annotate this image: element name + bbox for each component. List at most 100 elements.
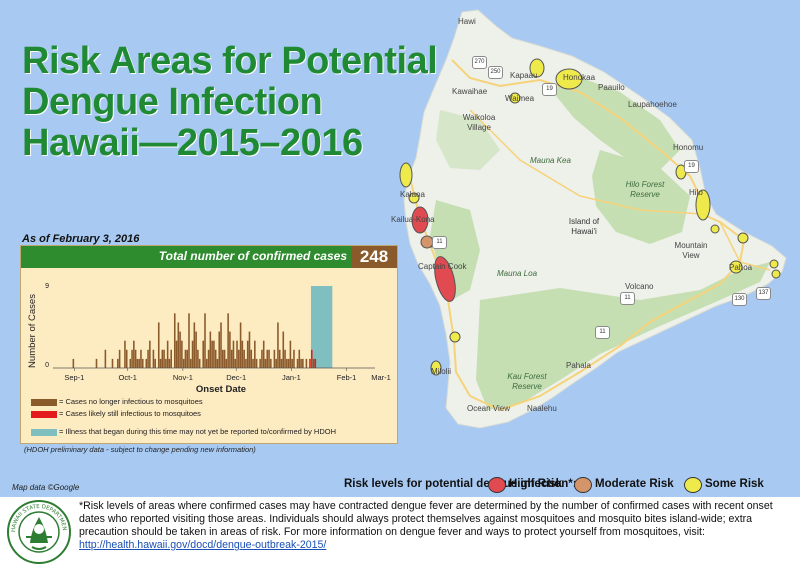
- y-tick-9: 9: [45, 283, 49, 290]
- bar-still-infectious: [310, 349, 313, 359]
- legend-swatch-red: [31, 411, 57, 418]
- place-hilo: Hilo: [689, 188, 703, 197]
- bar-no-longer-infectious: [243, 349, 245, 368]
- footnote: *Risk levels of areas where confirmed ca…: [79, 500, 795, 552]
- bar-no-longer-infectious: [198, 358, 201, 368]
- bar-no-longer-infectious: [193, 322, 196, 368]
- bar-no-longer-infectious: [72, 358, 75, 368]
- bar-no-longer-infectious: [170, 349, 172, 368]
- bar-no-longer-infectious: [250, 349, 253, 368]
- bar-no-longer-infectious: [296, 358, 299, 368]
- y-tick-0: 0: [45, 362, 49, 369]
- risk-area-hilo[interactable]: [695, 189, 711, 221]
- bar-no-longer-infectious: [147, 349, 149, 368]
- bar-no-longer-infectious: [95, 358, 98, 368]
- bar-no-longer-infectious: [211, 340, 213, 368]
- title-line-1: Risk Areas for Potential: [22, 40, 438, 82]
- bar-no-longer-infectious: [197, 349, 199, 368]
- bar-no-longer-infectious: [273, 349, 276, 368]
- bar-no-longer-infectious: [159, 358, 162, 368]
- bar-no-longer-infectious: [140, 349, 142, 368]
- bar-no-longer-infectious: [214, 349, 217, 368]
- route-shield-11-volcano: 11: [620, 292, 635, 305]
- bar-no-longer-infectious: [124, 340, 126, 368]
- x-tick-label: Oct-1: [119, 373, 137, 382]
- place-hawi: Hawi: [458, 17, 476, 26]
- risk-areas: [399, 58, 781, 376]
- high-risk-icon: [488, 477, 506, 493]
- dengue-info-link[interactable]: http://health.hawaii.gov/docd/dengue-out…: [79, 539, 327, 551]
- place-milolii: Milolii: [431, 367, 451, 376]
- place-honomu: Honomu: [673, 143, 704, 152]
- bar-no-longer-infectious: [275, 358, 277, 368]
- bar-no-longer-infectious: [232, 340, 235, 368]
- risk-area-high-captain-cook[interactable]: [431, 255, 460, 304]
- place-mauna-kea: Mauna Kea: [530, 156, 571, 165]
- place-naalehu: Naalehu: [527, 404, 557, 413]
- footer: HAWAII STATE DEPARTMENT OF HEALTH *Risk …: [0, 497, 800, 570]
- bar-no-longer-infectious: [245, 358, 247, 368]
- bar-no-longer-infectious: [118, 349, 121, 368]
- preliminary-data-note: (HDOH preliminary data - subject to chan…: [24, 445, 256, 454]
- risk-area-high-kona[interactable]: [411, 206, 429, 234]
- panel-header: Total number of confirmed cases 248: [21, 246, 397, 268]
- bar-no-longer-infectious: [204, 313, 206, 368]
- route-shield-19-north: 19: [542, 83, 557, 96]
- bar-no-longer-infectious: [131, 349, 133, 368]
- x-tick-label: Mar-1: [371, 373, 391, 382]
- bar-no-longer-infectious: [104, 349, 107, 368]
- chart-marks: [72, 286, 333, 368]
- risk-area-kalaoa-2[interactable]: [408, 192, 420, 204]
- bar-no-longer-infectious: [266, 349, 269, 368]
- bar-no-longer-infectious: [157, 322, 160, 368]
- bar-no-longer-infectious: [255, 358, 258, 368]
- risk-area-kalaoa[interactable]: [399, 162, 413, 188]
- bar-no-longer-infectious: [264, 358, 267, 368]
- place-pahoa: Pahoa: [729, 263, 753, 272]
- total-cases-value: 248: [351, 246, 397, 268]
- bar-no-longer-infectious: [227, 313, 229, 368]
- bar-no-longer-infectious: [166, 340, 169, 368]
- bar-no-longer-infectious: [230, 349, 233, 368]
- route-shield-270: 270: [472, 56, 487, 69]
- risk-area-honokaa[interactable]: [555, 68, 583, 90]
- x-tick-label: Dec-1: [226, 373, 246, 382]
- risk-area-kapaau[interactable]: [529, 58, 545, 78]
- risk-area-mountain-view[interactable]: [710, 224, 720, 234]
- bar-no-longer-infectious: [302, 358, 304, 368]
- epi-curve-chart: Number of Cases 0 9 Sep-1 Oct-1 Nov-1 Dec-1…: [27, 283, 391, 395]
- bar-no-longer-infectious: [152, 349, 155, 368]
- risk-area-pahoa-2[interactable]: [769, 259, 779, 269]
- risk-legend-title: Risk levels for potential dengue infecti…: [344, 478, 577, 490]
- park-hilo: [592, 150, 690, 244]
- bar-no-longer-infectious: [161, 349, 164, 368]
- bar-no-longer-infectious: [175, 340, 178, 368]
- risk-area-honaunau[interactable]: [449, 331, 461, 343]
- place-mauna-loa: Mauna Loa: [497, 269, 538, 278]
- map[interactable]: Hawi Kapaau Kawaihae Honokaa Paauilo Wai…: [0, 0, 800, 497]
- bar-still-infectious: [309, 358, 311, 368]
- bar-no-longer-infectious: [278, 349, 281, 368]
- bar-no-longer-infectious: [213, 340, 215, 368]
- risk-area-puna[interactable]: [771, 269, 781, 279]
- department-of-health-seal-icon: HAWAII STATE DEPARTMENT OF HEALTH: [6, 499, 71, 564]
- bar-no-longer-infectious: [179, 331, 181, 368]
- bar-no-longer-infectious: [184, 349, 187, 368]
- bar-no-longer-infectious: [270, 358, 272, 368]
- bar-no-longer-infectious: [195, 331, 197, 368]
- place-mountain-view: Mountain View: [674, 241, 708, 260]
- bar-no-longer-infectious: [291, 358, 293, 368]
- bar-no-longer-infectious: [268, 349, 270, 368]
- bar-no-longer-infectious: [177, 322, 180, 368]
- risk-area-keaau[interactable]: [737, 232, 749, 244]
- title-line-2: Dengue Infection: [22, 81, 323, 123]
- risk-area-milolii[interactable]: [430, 360, 442, 376]
- bar-no-longer-infectious: [154, 358, 156, 368]
- park-north: [556, 70, 680, 170]
- bar-no-longer-infectious: [289, 340, 292, 368]
- risk-area-pahoa[interactable]: [729, 260, 743, 274]
- bar-no-longer-infectious: [277, 322, 279, 368]
- as-of-date: As of February 3, 2016: [22, 233, 140, 245]
- bar-no-longer-infectious: [241, 340, 244, 368]
- risk-area-waimea[interactable]: [509, 92, 521, 104]
